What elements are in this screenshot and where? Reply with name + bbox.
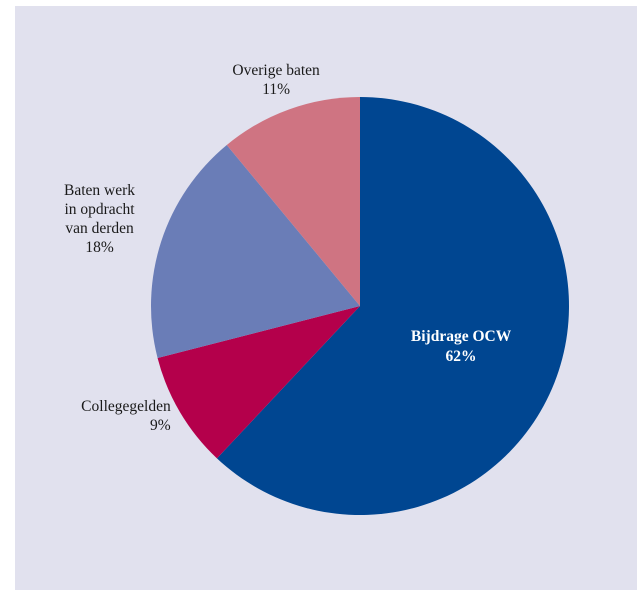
- pie-slice-bijdrage-ocw: [216, 97, 569, 515]
- pie-slice-baten-werk-in-opdracht-van-derden: [151, 144, 360, 358]
- slice-label-bijdrage-ocw: Bijdrage OCW 62%: [411, 328, 512, 365]
- pie-slice-collegegelden: [157, 306, 360, 459]
- slice-label-collegegelden: Collegegelden 9%: [81, 398, 171, 434]
- pie-slices: [151, 97, 569, 515]
- slice-label-overige-baten: Overige baten 11%: [232, 62, 320, 98]
- slice-label-baten-werk-in-opdracht-van-derden: Baten werk in opdracht van derden 18%: [64, 182, 135, 256]
- pie-slice-overige-baten: [226, 97, 360, 306]
- pie-labels: Bijdrage OCW 62% Collegegelden 9% Baten werk…: [64, 62, 512, 434]
